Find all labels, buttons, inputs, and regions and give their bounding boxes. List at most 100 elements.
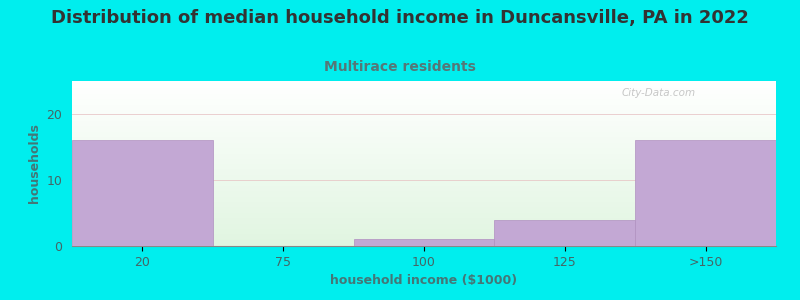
Bar	[72, 158, 776, 159]
Bar	[72, 120, 776, 121]
Bar	[72, 96, 776, 97]
Bar	[72, 216, 776, 217]
Bar	[72, 226, 776, 227]
Bar	[72, 105, 776, 106]
Bar	[72, 127, 776, 128]
Bar	[72, 188, 776, 189]
Bar	[72, 187, 776, 188]
Bar	[72, 184, 776, 185]
Bar	[72, 141, 776, 142]
Bar	[72, 229, 776, 230]
Bar	[72, 147, 776, 148]
Bar	[72, 182, 776, 183]
Bar	[72, 157, 776, 158]
Bar	[72, 227, 776, 228]
Bar	[72, 244, 776, 245]
Bar	[72, 232, 776, 233]
Bar	[72, 146, 776, 147]
Bar	[72, 159, 776, 160]
Bar	[72, 200, 776, 201]
Bar	[72, 222, 776, 223]
Bar	[72, 206, 776, 207]
Bar	[72, 179, 776, 180]
Bar	[72, 203, 776, 204]
Bar	[72, 140, 213, 246]
Bar	[72, 119, 776, 120]
Bar	[72, 223, 776, 224]
Bar	[72, 235, 776, 236]
Bar	[72, 100, 776, 101]
Bar	[72, 112, 776, 113]
Bar	[72, 117, 776, 118]
Bar	[72, 122, 776, 123]
Bar	[72, 131, 776, 132]
Bar	[72, 142, 776, 143]
Bar	[72, 149, 776, 150]
Bar	[72, 156, 776, 157]
Bar	[72, 91, 776, 92]
Bar	[72, 163, 776, 164]
Bar	[72, 135, 776, 136]
Bar	[72, 98, 776, 99]
Bar	[72, 101, 776, 102]
Bar	[72, 243, 776, 244]
Bar	[72, 97, 776, 98]
Bar	[72, 242, 776, 243]
Text: Multirace residents: Multirace residents	[324, 60, 476, 74]
Bar	[72, 162, 776, 163]
Bar	[72, 151, 776, 152]
Bar	[72, 241, 776, 242]
Bar	[72, 180, 776, 181]
Bar	[72, 129, 776, 130]
Bar	[72, 233, 776, 234]
Bar	[72, 230, 776, 231]
Bar	[72, 168, 776, 169]
Bar	[72, 236, 776, 237]
Bar	[635, 140, 776, 246]
Bar	[72, 240, 776, 241]
Bar	[72, 173, 776, 174]
Bar	[72, 134, 776, 135]
Bar	[72, 191, 776, 192]
Bar	[72, 137, 776, 138]
Bar	[72, 88, 776, 89]
Bar	[72, 239, 776, 240]
Bar	[72, 113, 776, 114]
Bar	[72, 181, 776, 182]
Bar	[72, 152, 776, 153]
Bar	[72, 196, 776, 197]
Bar	[72, 167, 776, 168]
Bar	[72, 160, 776, 161]
Bar	[72, 172, 776, 173]
Bar	[72, 175, 776, 176]
Bar	[72, 211, 776, 212]
Bar	[72, 205, 776, 206]
Bar	[72, 234, 776, 235]
Bar	[72, 176, 776, 177]
Bar	[72, 115, 776, 116]
Bar	[72, 130, 776, 131]
Bar	[72, 106, 776, 107]
Bar	[72, 118, 776, 119]
Bar	[72, 215, 776, 216]
Bar	[72, 207, 776, 208]
Bar	[72, 86, 776, 87]
Bar	[72, 108, 776, 109]
Bar	[72, 177, 776, 178]
Bar	[72, 90, 776, 91]
Bar	[72, 189, 776, 190]
Bar	[72, 114, 776, 115]
Bar	[72, 209, 776, 210]
Bar	[72, 219, 776, 220]
Bar	[72, 103, 776, 104]
Bar	[72, 153, 776, 154]
Bar	[72, 93, 776, 94]
Bar	[72, 213, 776, 214]
Bar	[72, 204, 776, 205]
Bar	[72, 133, 776, 134]
Bar	[72, 183, 776, 184]
Bar	[72, 193, 776, 194]
Bar	[72, 178, 776, 179]
Bar	[72, 171, 776, 172]
Bar	[72, 125, 776, 126]
